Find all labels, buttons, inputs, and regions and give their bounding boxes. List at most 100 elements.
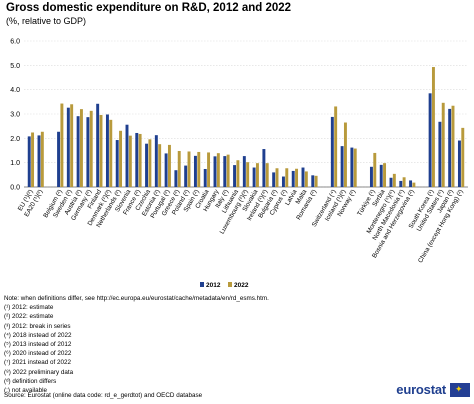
bar-2012 [233, 165, 237, 187]
y-tick-label: 0.0 [10, 185, 20, 192]
note-line: (¹) 2012: estimate [4, 304, 54, 312]
bar-2022 [275, 168, 279, 187]
bar-2022 [31, 132, 35, 187]
bar-2012 [369, 166, 373, 187]
note-line: (⁸) 2022 preliminary data [4, 368, 74, 376]
bar-2012 [223, 156, 227, 187]
note-line: (⁴) 2018 instead of 2022 [4, 331, 72, 339]
bar-2012 [135, 132, 139, 187]
y-tick-label: 5.0 [10, 63, 20, 70]
bar-2022 [158, 144, 162, 187]
bar-2022 [216, 153, 220, 187]
bar-2012 [76, 116, 80, 187]
y-tick-label: 6.0 [10, 39, 20, 46]
bar-2022 [99, 114, 103, 187]
bar-2012 [457, 140, 461, 187]
bar-2012 [291, 170, 295, 187]
bar-2012 [272, 172, 276, 187]
footnotes: Note: when definitions differ, see http:… [4, 294, 269, 395]
bar-2022 [392, 173, 396, 187]
bar-chart: 0.01.02.03.04.05.06.0EU (¹)(²)EA20 (¹)(²… [10, 39, 468, 289]
bar-2012 [301, 167, 305, 187]
y-tick-label: 4.0 [10, 87, 20, 94]
bar-2012 [252, 167, 256, 187]
bar-2022 [197, 151, 201, 187]
eurostat-logo: eurostat [396, 382, 470, 397]
bar-2022 [128, 135, 132, 187]
bar-2022 [373, 152, 377, 187]
bar-2012 [203, 168, 207, 187]
bar-2012 [27, 136, 31, 187]
bar-2022 [441, 102, 445, 187]
chart-subtitle: (%, relative to GDP) [6, 16, 87, 26]
bar-2012 [330, 116, 334, 187]
bar-2022 [314, 175, 318, 187]
bar-2012 [115, 140, 119, 187]
bar-2012 [213, 156, 217, 187]
bar-2022 [119, 130, 123, 187]
bar-2022 [402, 177, 406, 187]
bar-2022 [109, 119, 113, 187]
bar-2012 [37, 135, 41, 187]
bar-2012 [428, 93, 432, 187]
note-line: (ᵈ) definition differs [4, 377, 57, 385]
note-line: (³) 2012: break in series [4, 322, 71, 330]
bar-2012 [399, 180, 403, 187]
bar-2022 [265, 163, 269, 187]
bar-2012 [57, 131, 61, 187]
bar-2012 [66, 107, 70, 187]
bar-2022 [431, 67, 435, 187]
bar-2022 [353, 148, 357, 187]
bar-2022 [70, 104, 74, 187]
bar-2022 [187, 151, 191, 187]
bar-2012 [242, 156, 246, 187]
bar-2012 [262, 149, 266, 187]
note-line: (⁷) 2021 instead of 2022 [4, 359, 72, 367]
bar-2022 [412, 182, 416, 187]
bar-2022 [343, 122, 347, 187]
bar-2012 [184, 165, 188, 187]
bar-2012 [340, 146, 344, 187]
chart-title: Gross domestic expenditure on R&D, 2012 … [6, 2, 292, 14]
bar-2022 [285, 168, 289, 187]
bar-2022 [451, 105, 455, 187]
bar-2022 [226, 154, 230, 187]
bar-2022 [138, 133, 142, 187]
bar-2012 [350, 147, 354, 187]
bar-2012 [438, 121, 442, 187]
legend-label: 2012 [206, 282, 221, 289]
bar-2012 [145, 143, 149, 187]
bar-2012 [448, 108, 452, 187]
bar-2012 [154, 135, 158, 187]
bar-2022 [79, 109, 83, 187]
note-line: (:) not available [4, 387, 48, 395]
bar-2022 [334, 106, 338, 187]
bar-2012 [409, 180, 413, 187]
y-tick-label: 2.0 [10, 136, 20, 143]
bar-2012 [193, 155, 197, 187]
note-line: (⁶) 2020 instead of 2022 [4, 350, 72, 358]
bar-2022 [304, 171, 308, 187]
bar-2022 [148, 139, 152, 187]
bar-2022 [167, 144, 171, 187]
bar-2012 [164, 153, 168, 187]
bar-2012 [174, 170, 178, 187]
bar-2022 [461, 127, 465, 187]
note-line: (⁵) 2013 instead of 2012 [4, 341, 72, 349]
bar-2012 [96, 103, 100, 187]
bar-2022 [89, 110, 93, 187]
bar-2022 [40, 131, 44, 187]
bar-2012 [281, 176, 285, 187]
note-line: Note: when definitions differ, see http:… [4, 295, 269, 302]
bar-2022 [207, 152, 211, 187]
note-line: (²) 2022: estimate [4, 313, 54, 321]
legend-label: 2022 [234, 282, 249, 289]
bar-2012 [105, 114, 109, 187]
y-tick-label: 3.0 [10, 112, 20, 119]
bar-2012 [311, 175, 315, 187]
source-line: Source: Eurostat (online data code: rd_e… [4, 392, 203, 399]
bar-2022 [177, 150, 181, 187]
y-tick-label: 1.0 [10, 160, 20, 167]
legend-swatch [228, 282, 232, 287]
bar-2022 [255, 163, 259, 187]
